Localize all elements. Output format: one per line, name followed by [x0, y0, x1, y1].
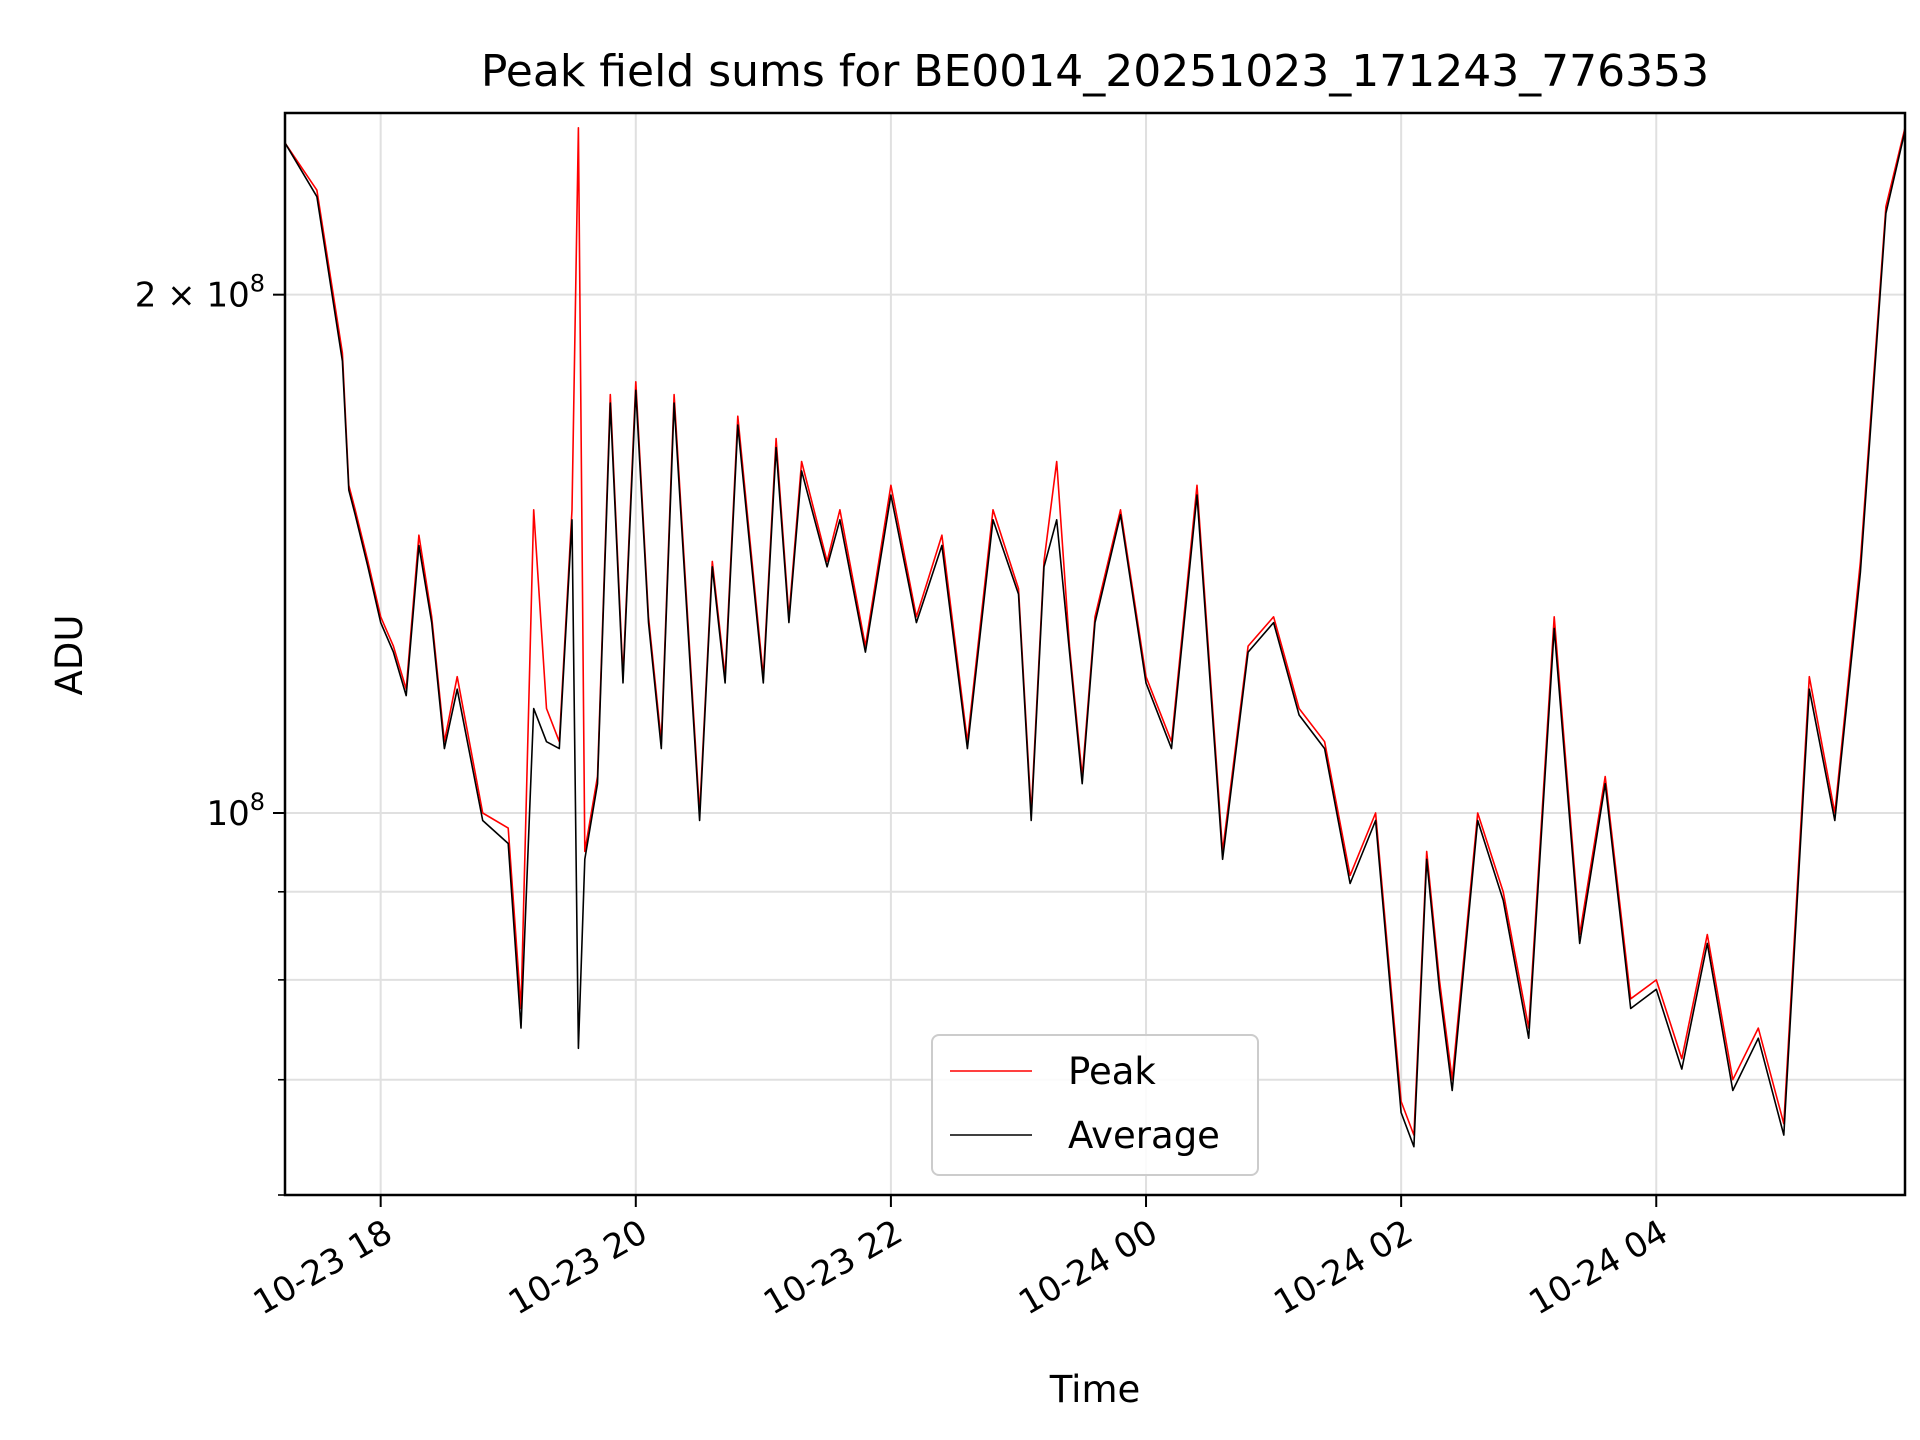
legend-label-peak: Peak	[1068, 1050, 1156, 1093]
plot-frame	[283, 111, 1907, 1197]
legend: Peak Average	[931, 1034, 1259, 1176]
y-ticks: 2 × 108 108	[135, 270, 285, 1196]
y-tick-label: 108	[206, 788, 265, 834]
series-layer	[285, 127, 1905, 1148]
x-axis-label: Time	[1049, 1368, 1141, 1411]
series-line-average	[285, 130, 1905, 1148]
legend-label-average: Average	[1068, 1114, 1220, 1157]
legend-box	[931, 1034, 1259, 1176]
y-tick-label: 2 × 108	[135, 270, 265, 316]
chart-title: Peak field sums for BE0014_20251023_1712…	[481, 46, 1709, 97]
y-axis-label: ADU	[48, 615, 91, 696]
